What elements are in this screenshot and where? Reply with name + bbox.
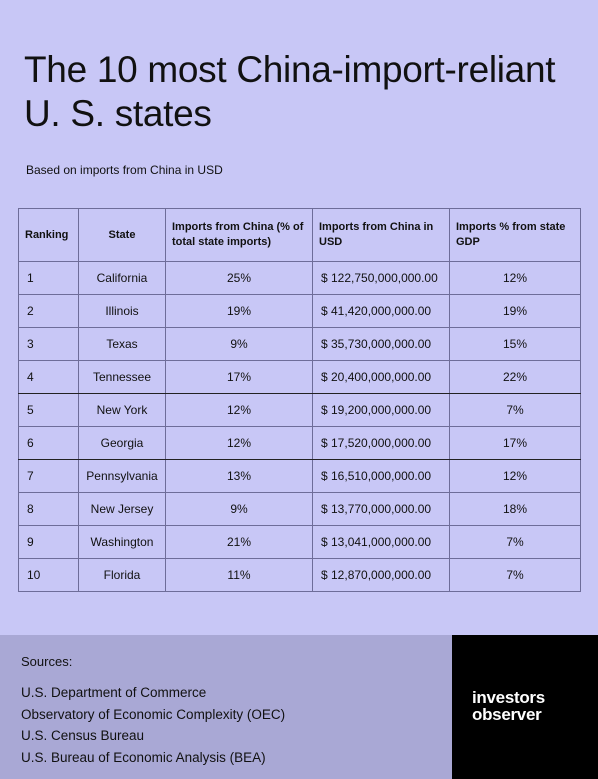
table-cell: $ 12,870,000,000.00 (312, 558, 450, 592)
table-cell: Illinois (78, 294, 166, 328)
sources-panel: Sources: U.S. Department of Commerce Obse… (0, 635, 452, 779)
table-cell: 21% (165, 525, 313, 559)
table-cell: $ 16,510,000,000.00 (312, 459, 450, 493)
table-cell: Tennessee (78, 360, 166, 394)
table-cell: 12% (449, 261, 581, 295)
table-cell: New York (78, 393, 166, 427)
table-cell: Texas (78, 327, 166, 361)
table-cell: $ 19,200,000,000.00 (312, 393, 450, 427)
table-row: 5 New York 12% $ 19,200,000,000.00 7% (18, 393, 581, 427)
table-cell: $ 35,730,000,000.00 (312, 327, 450, 361)
table-cell: $ 17,520,000,000.00 (312, 426, 450, 460)
table-cell: Georgia (78, 426, 166, 460)
title: The 10 most China-import-reliant U. S. s… (24, 49, 556, 134)
table-cell: 15% (449, 327, 581, 361)
table-row: 3 Texas 9% $ 35,730,000,000.00 15% (18, 327, 581, 361)
table-cell: 2 (18, 294, 79, 328)
table-cell: 25% (165, 261, 313, 295)
table-row: 4 Tennessee 17% $ 20,400,000,000.00 22% (18, 360, 581, 394)
logo-text: observer (472, 705, 542, 724)
table-cell: $ 20,400,000,000.00 (312, 360, 450, 394)
table-cell: Florida (78, 558, 166, 592)
table-cell: $ 41,420,000,000.00 (312, 294, 450, 328)
table-cell: 5 (18, 393, 79, 427)
logo: investors observer (452, 635, 598, 779)
source-item: Observatory of Economic Complexity (OEC) (21, 706, 286, 722)
table-cell: 22% (449, 360, 581, 394)
table-cell: 12% (165, 426, 313, 460)
table-row: 9 Washington 21% $ 13,041,000,000.00 7% (18, 525, 581, 559)
table-row: 7 Pennsylvania 13% $ 16,510,000,000.00 12% (18, 459, 581, 493)
table-row: 6 Georgia 12% $ 17,520,000,000.00 17% (18, 426, 581, 460)
table-cell: 4 (18, 360, 79, 394)
source-item: U.S. Bureau of Economic Analysis (BEA) (21, 749, 266, 765)
sources-heading: Sources: (21, 654, 73, 669)
table-cell: 17% (449, 426, 581, 460)
subtitle: Based on imports from China in USD (26, 163, 223, 177)
table-cell: 9% (165, 492, 313, 526)
table-cell: Pennsylvania (78, 459, 166, 493)
column-header: Imports % from state GDP (449, 208, 581, 262)
table-body: 1 California 25% $ 122,750,000,000.00 12% 2 Il… (18, 261, 581, 592)
table-cell: 3 (18, 327, 79, 361)
table-cell: $ 13,041,000,000.00 (312, 525, 450, 559)
table-cell: 12% (165, 393, 313, 427)
column-header: Imports from China (% of total state imp… (165, 208, 313, 262)
table-row: 10 Florida 11% $ 12,870,000,000.00 7% (18, 558, 581, 592)
column-header: State (78, 208, 166, 262)
table-cell: 6 (18, 426, 79, 460)
logo-text: investors (472, 688, 545, 707)
table-cell: New Jersey (78, 492, 166, 526)
sources-list: U.S. Department of Commerce Observatory o… (21, 682, 285, 768)
table-cell: 7% (449, 393, 581, 427)
table-cell: 18% (449, 492, 581, 526)
table-cell: California (78, 261, 166, 295)
table-cell: 13% (165, 459, 313, 493)
table-cell: 7% (449, 525, 581, 559)
table-cell: $ 122,750,000,000.00 (312, 261, 450, 295)
table-cell: 9 (18, 525, 79, 559)
table-cell: $ 13,770,000,000.00 (312, 492, 450, 526)
table-cell: Washington (78, 525, 166, 559)
table-cell: 11% (165, 558, 313, 592)
table-cell: 19% (449, 294, 581, 328)
header-row: Ranking State Imports from China (% of tot… (18, 208, 581, 262)
table-row: 1 California 25% $ 122,750,000,000.00 12% (18, 261, 581, 295)
column-header: Imports from China in USD (312, 208, 450, 262)
table-cell: 17% (165, 360, 313, 394)
source-item: U.S. Department of Commerce (21, 685, 207, 700)
imports-table: Ranking State Imports from China (% of tot… (18, 208, 581, 592)
table-cell: 8 (18, 492, 79, 526)
table-row: 8 New Jersey 9% $ 13,770,000,000.00 18% (18, 492, 581, 526)
table-cell: 12% (449, 459, 581, 493)
table-cell: 7 (18, 459, 79, 493)
column-header: Ranking (18, 208, 79, 262)
table-row: 2 Illinois 19% $ 41,420,000,000.00 19% (18, 294, 581, 328)
table-cell: 7% (449, 558, 581, 592)
source-item: U.S. Census Bureau (21, 728, 145, 743)
table-cell: 19% (165, 294, 313, 328)
table-cell: 9% (165, 327, 313, 361)
table-cell: 1 (18, 261, 79, 295)
table-cell: 10 (18, 558, 79, 592)
